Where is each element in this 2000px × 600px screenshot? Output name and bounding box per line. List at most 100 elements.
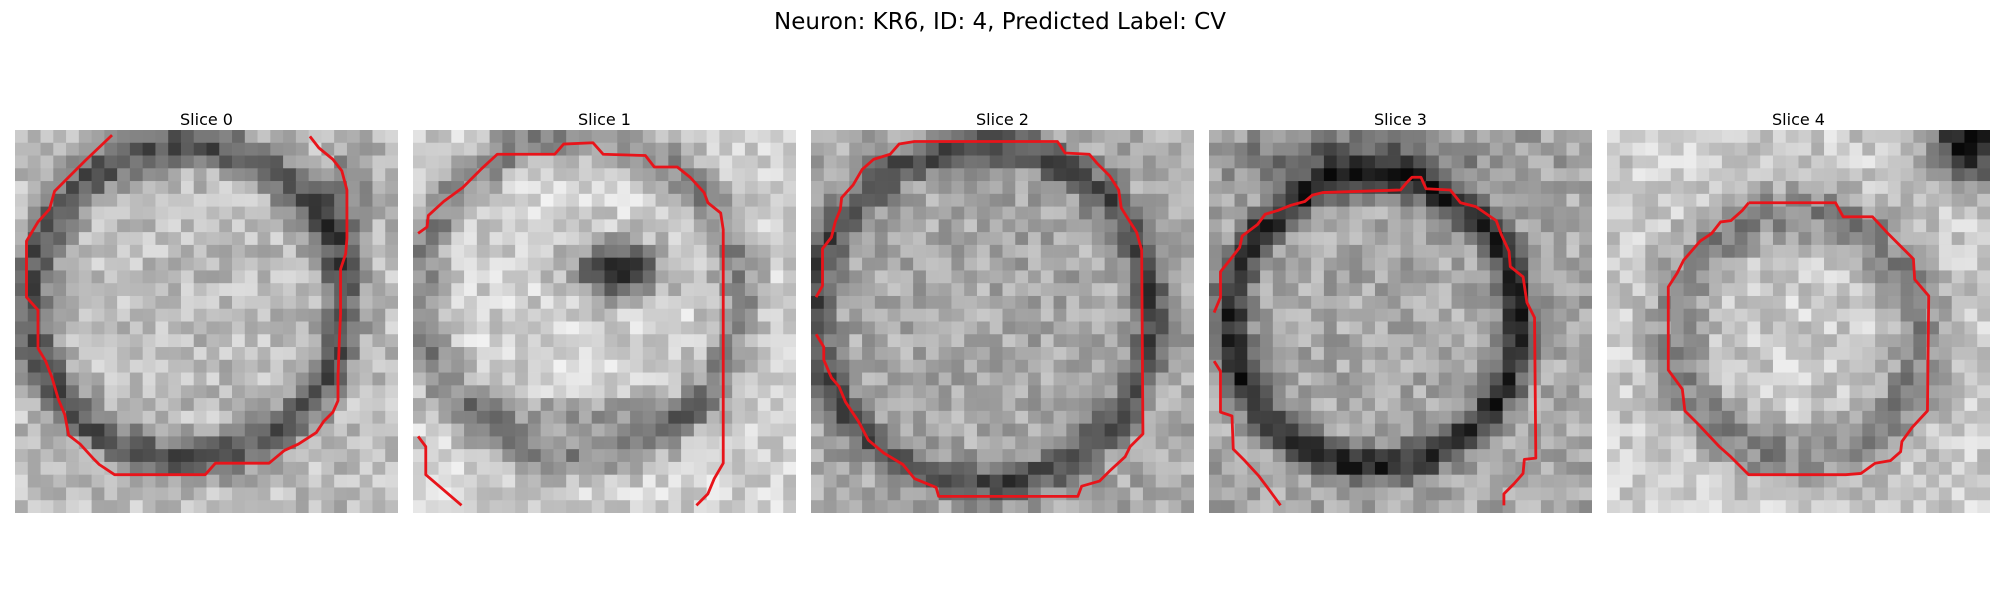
image-pixel [887,385,901,399]
image-pixel [372,334,386,348]
image-pixel [1272,385,1286,399]
image-pixel [1336,410,1350,425]
image-pixel [155,321,169,335]
image-pixel [1387,359,1401,373]
image-pixel [53,487,67,501]
image-pixel [489,244,503,259]
image-pixel [1438,283,1452,297]
image-pixel [1168,347,1182,361]
image-pixel [604,295,618,310]
image-pixel [1502,168,1516,182]
image-pixel [1323,398,1338,412]
image-pixel [1336,193,1350,207]
image-pixel [1566,257,1580,271]
image-pixel [66,385,80,399]
image-pixel [1336,423,1350,437]
image-pixel [655,142,669,156]
image-pixel [1811,372,1825,386]
image-pixel [1451,321,1465,335]
image-pixel [642,130,656,144]
image-pixel [1464,270,1478,284]
image-pixel [1632,334,1646,348]
image-pixel [1887,130,1902,144]
image-pixel [308,334,322,348]
image-pixel [1977,168,1990,182]
image-pixel [515,474,529,488]
image-pixel [295,130,310,144]
image-pixel [413,385,427,399]
image-pixel [1349,270,1363,284]
image-pixel [681,372,695,386]
image-pixel [642,436,656,450]
image-pixel [413,474,427,488]
image-pixel [295,232,310,246]
image-pixel [155,219,169,233]
image-pixel [1566,372,1580,386]
image-pixel [1887,334,1902,348]
image-pixel [413,461,427,476]
image-pixel [1053,232,1067,246]
image-pixel [1413,232,1427,246]
image-pixel [1658,206,1672,220]
image-pixel [1709,206,1723,220]
image-pixel [1977,372,1990,386]
image-pixel [129,155,144,169]
image-pixel [1091,168,1106,182]
image-pixel [78,461,92,476]
image-pixel [849,398,863,412]
cell-outline [1212,175,1538,506]
image-pixel [1362,359,1376,373]
image-pixel [1553,372,1567,386]
image-pixel [1747,500,1761,513]
image-pixel [1721,155,1736,169]
image-pixel [206,487,220,501]
image-pixel [66,219,80,233]
image-pixel [257,168,271,182]
image-pixel [604,270,618,284]
image-pixel [604,334,618,348]
image-pixel [1721,436,1736,450]
image-pixel [193,436,207,450]
image-pixel [1130,398,1144,412]
image-pixel [655,347,669,361]
image-pixel [964,308,978,322]
image-pixel [502,257,516,271]
image-pixel [1438,385,1452,399]
image-pixel [359,461,373,476]
image-pixel [1811,487,1825,501]
image-pixel [900,142,914,156]
image-pixel [681,436,695,450]
image-pixel [1028,487,1042,501]
image-pixel [989,168,1003,182]
image-pixel [964,206,978,220]
image-pixel [862,436,876,450]
image-pixel [1964,500,1978,513]
image-pixel [604,130,618,144]
image-pixel [1362,372,1376,386]
image-pixel [719,334,733,348]
image-pixel [1887,410,1902,425]
image-pixel [1566,219,1580,233]
image-pixel [1387,436,1401,450]
image-pixel [1798,372,1812,386]
image-pixel [244,130,258,144]
image-pixel [1298,181,1312,195]
image-pixel [604,181,618,195]
image-pixel [591,347,605,361]
image-pixel [168,155,182,169]
image-pixel [451,257,465,271]
image-pixel [566,244,580,259]
image-pixel [578,423,593,437]
image-pixel [53,461,67,476]
image-pixel [874,193,888,207]
image-pixel [578,130,593,144]
image-pixel [1451,372,1465,386]
image-pixel [849,219,863,233]
image-pixel [334,500,348,513]
image-pixel [553,449,567,463]
image-pixel [1349,410,1363,425]
image-pixel [346,398,361,412]
image-pixel [1298,257,1312,271]
image-pixel [655,193,669,207]
image-pixel [1607,423,1621,437]
